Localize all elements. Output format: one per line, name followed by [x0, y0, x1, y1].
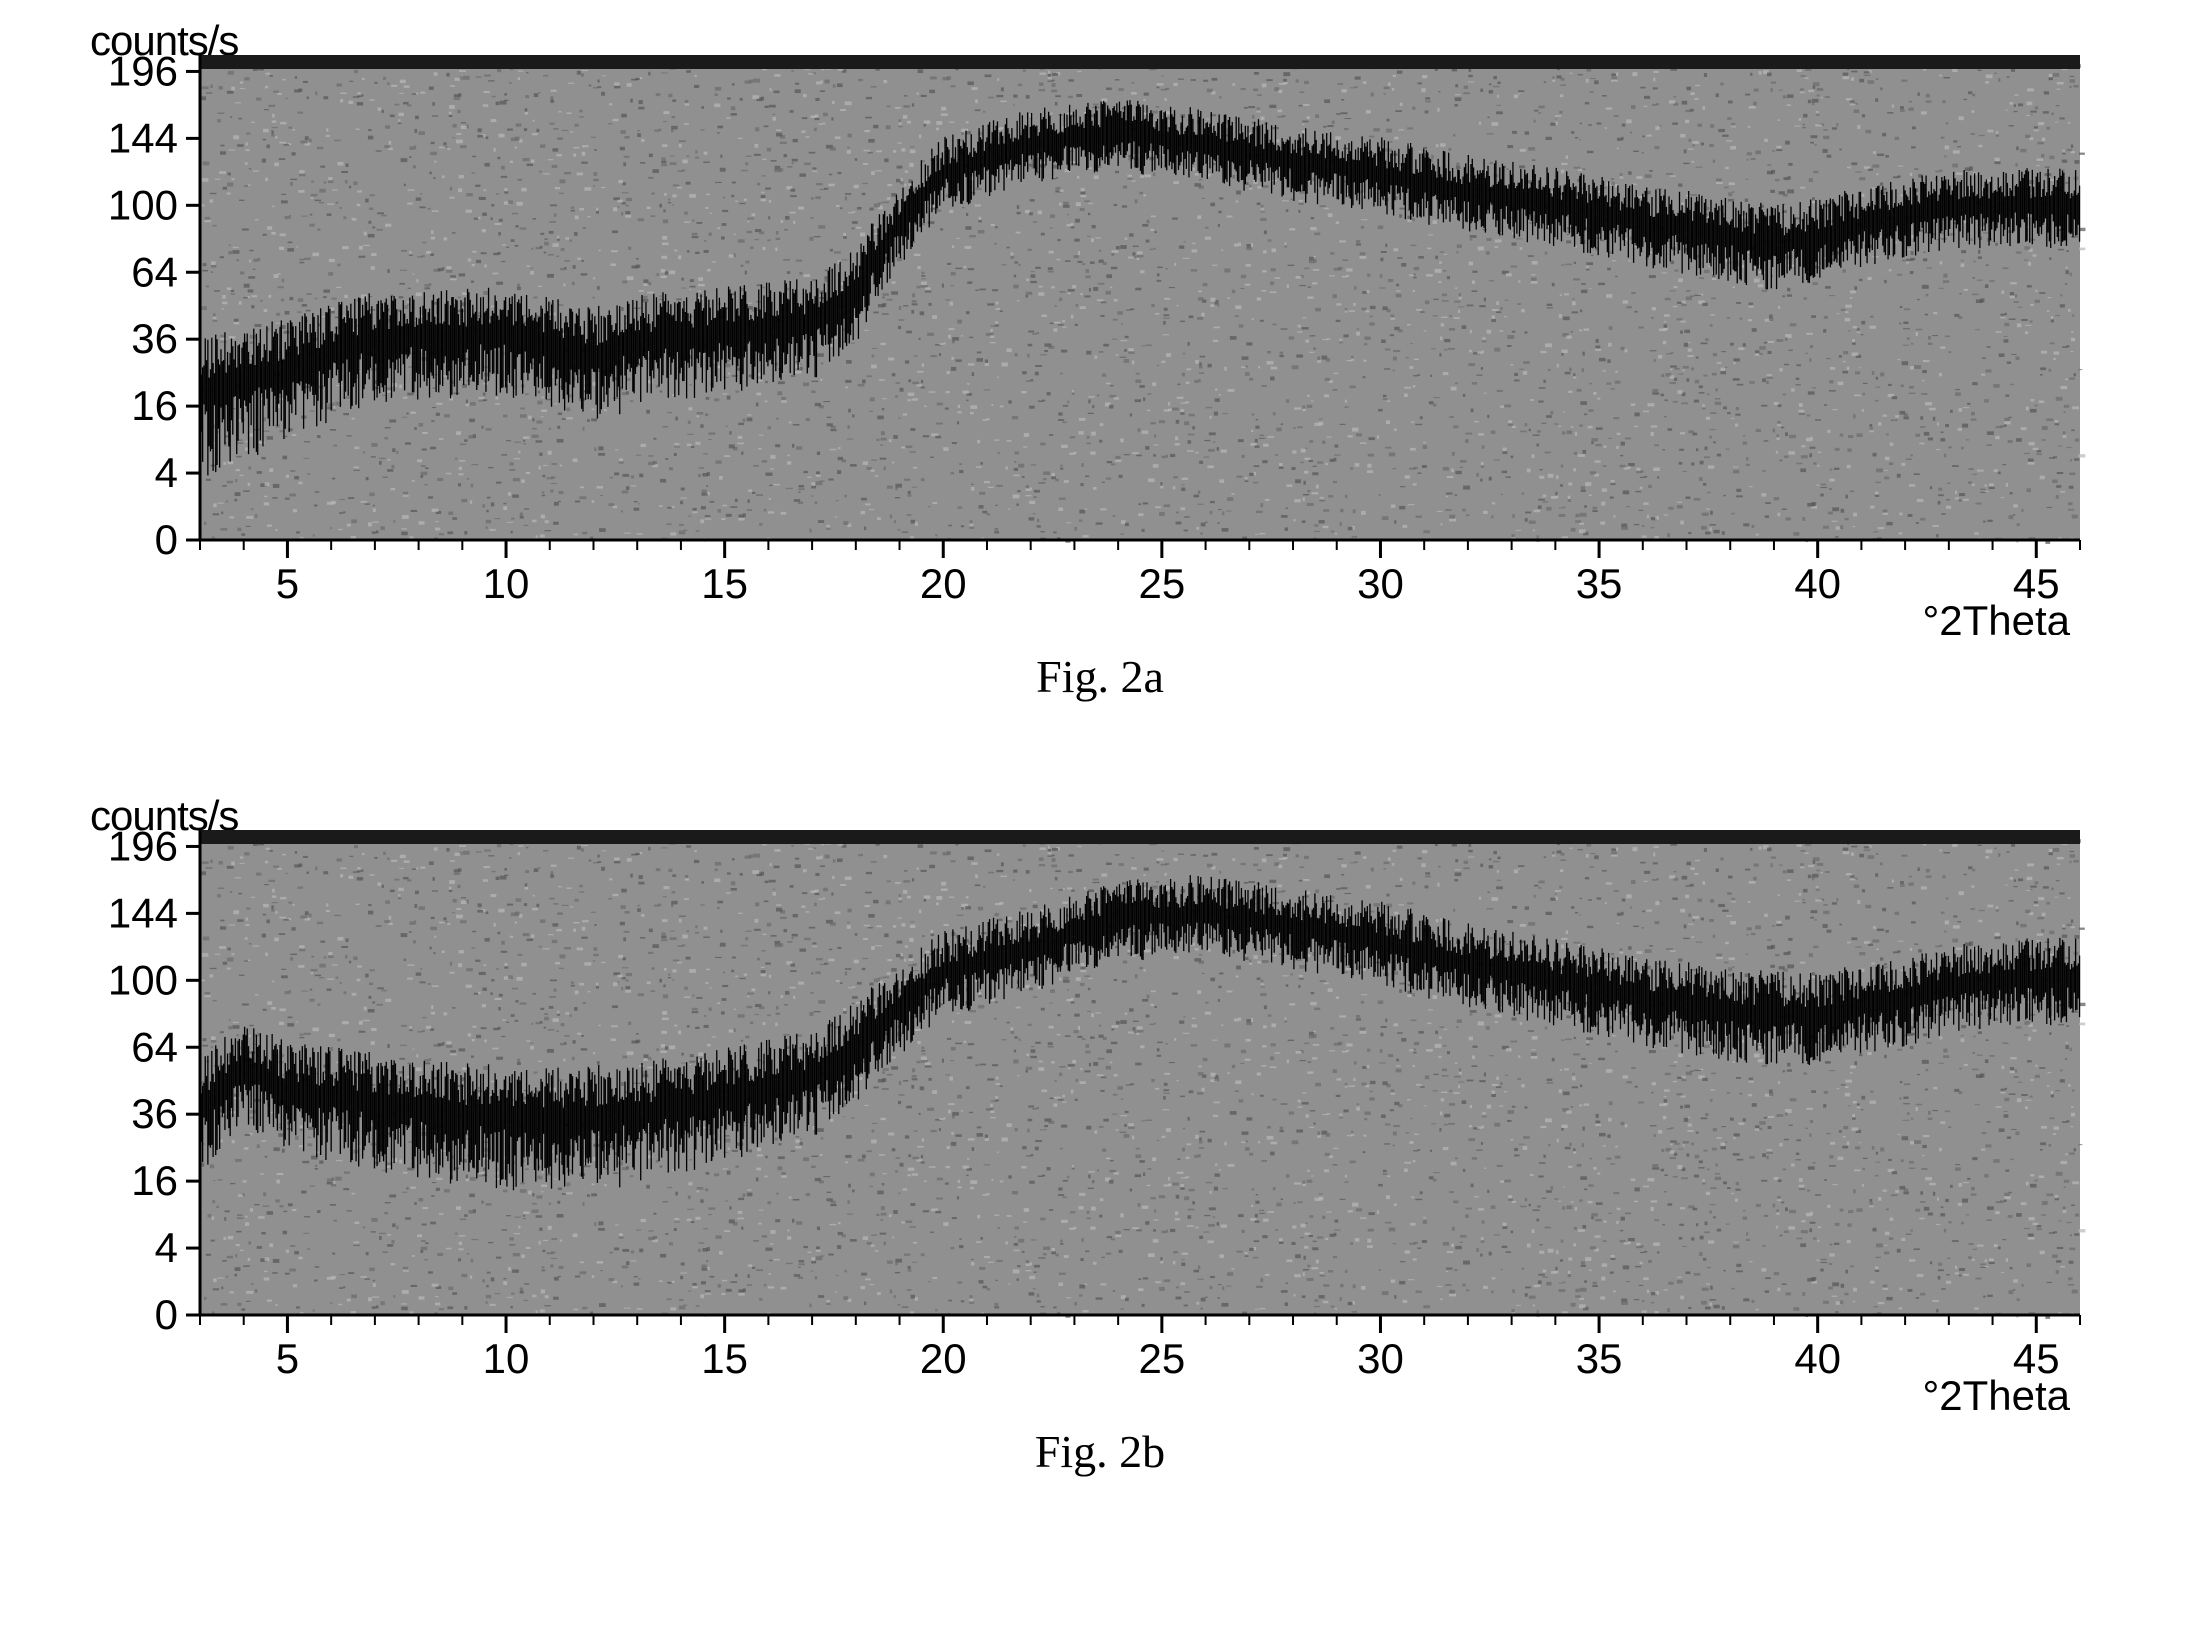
chart-b-plot: 0416366410014419651015202530354045°2Thet… [90, 810, 2110, 1415]
chart-a-block: counts/s 0416366410014419651015202530354… [90, 35, 2110, 640]
chart-a-plot: 0416366410014419651015202530354045°2Thet… [90, 35, 2110, 640]
chart-a-caption: Fig. 2a [90, 650, 2110, 703]
chart-b-block: counts/s 0416366410014419651015202530354… [90, 810, 2110, 1415]
chart-a-svg: 0416366410014419651015202530354045°2Thet… [90, 35, 2110, 635]
chart-b-caption: Fig. 2b [90, 1425, 2110, 1478]
page: counts/s 0416366410014419651015202530354… [0, 0, 2197, 1627]
chart-b-svg: 0416366410014419651015202530354045°2Thet… [90, 810, 2110, 1410]
